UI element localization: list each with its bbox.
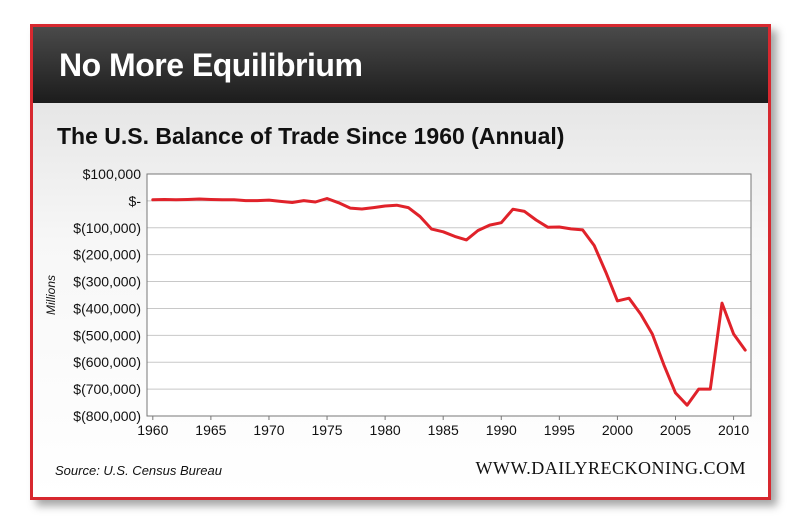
x-tick-label: 2000 [602,422,633,438]
x-tick-label: 2005 [660,422,691,438]
y-tick-label: $100,000 [83,166,142,182]
x-tick-label: 1985 [428,422,459,438]
x-tick-label: 1995 [544,422,575,438]
chart-frame: No More Equilibrium The U.S. Balance of … [30,24,771,500]
series-line [151,197,747,407]
y-tick-label: $- [129,193,142,209]
source-note: Source: U.S. Census Bureau [55,463,222,478]
x-tick-label: 1960 [137,422,168,438]
chart-title: The U.S. Balance of Trade Since 1960 (An… [57,123,565,149]
y-tick-label: $(300,000) [73,274,141,290]
plot-border [146,173,752,417]
y-tick-label: $(400,000) [73,300,141,316]
x-tick-label: 1965 [195,422,226,438]
x-tick-label: 1970 [253,422,284,438]
y-tick-label: $(700,000) [73,381,141,397]
y-tick-label: $(100,000) [73,220,141,236]
header-title: No More Equilibrium [59,47,363,83]
x-tick-label: 1980 [370,422,401,438]
plot-area [147,174,751,416]
y-tick-label: $(800,000) [73,408,141,424]
y-tick-label: $(600,000) [73,354,141,370]
x-tick-label: 1990 [486,422,517,438]
website-credit: WWW.DAILYRECKONING.COM [475,458,746,478]
x-tick-label: 2010 [718,422,749,438]
x-tick-label: 1975 [311,422,342,438]
line-chart: $100,000 $- $(100,000) $(200,000) $(300,000)… [44,166,752,438]
header-bar: No More Equilibrium [33,27,768,103]
y-tick-label: $(500,000) [73,327,141,343]
y-axis-label: Millions [44,275,58,315]
y-tick-label: $(200,000) [73,247,141,263]
